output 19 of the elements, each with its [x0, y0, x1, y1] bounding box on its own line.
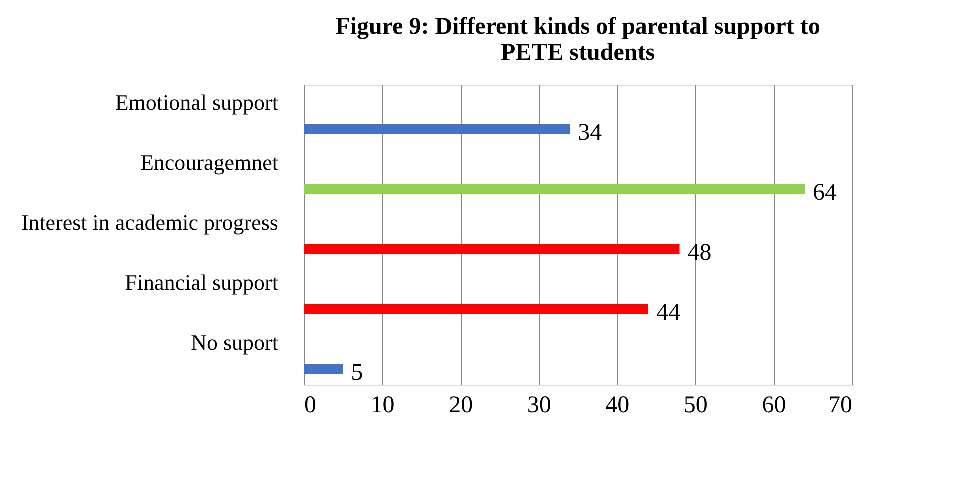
data-label: 34	[578, 120, 602, 146]
x-tick-label: 50	[684, 392, 708, 418]
x-tick-label: 30	[527, 392, 552, 418]
y-tick-label: Emotional support	[115, 90, 278, 115]
data-label: 44	[656, 300, 680, 326]
data-label: 64	[813, 180, 838, 206]
y-tick-label: Financial support	[125, 270, 278, 295]
y-tick-label: Interest in academic progress	[21, 210, 278, 235]
x-tick-label: 10	[370, 392, 395, 418]
data-label: 48	[688, 240, 712, 266]
x-tick-label: 60	[762, 392, 786, 418]
x-tick-label: 20	[449, 392, 474, 418]
y-tick-label: No suport	[191, 330, 278, 355]
chart-title: Figure 9: Different kinds of parental support to PETE students	[336, 14, 820, 66]
x-tick-label: 70	[828, 392, 852, 418]
x-tick-label: 40	[606, 392, 630, 418]
x-tick-label: 0	[304, 392, 316, 418]
y-tick-label: Encouragemnet	[140, 150, 278, 175]
data-label: 5	[351, 360, 364, 386]
